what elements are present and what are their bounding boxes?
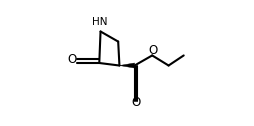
- Text: O: O: [148, 44, 157, 57]
- Text: O: O: [67, 53, 76, 66]
- Polygon shape: [119, 63, 135, 68]
- Text: HN: HN: [91, 17, 107, 27]
- Text: O: O: [131, 96, 140, 109]
